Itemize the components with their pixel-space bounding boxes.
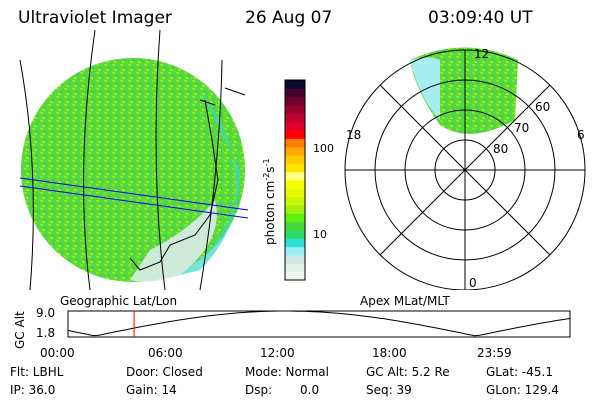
date-label: 26 Aug 07 — [245, 8, 333, 28]
instrument-title: Ultraviolet Imager — [18, 8, 172, 28]
glat-status: GLat: -45.1 — [486, 365, 553, 379]
xtick-0000: 00:00 — [40, 346, 75, 360]
timeline-ylabel: GC Alt — [13, 311, 27, 349]
apex-label: Apex MLat/MLT — [360, 294, 450, 308]
colorbar-swatch — [285, 271, 305, 281]
seq-status: Seq: 39 — [366, 383, 412, 397]
polar-label-0: 0 — [469, 276, 477, 290]
colorbar-swatch — [285, 88, 305, 98]
polar-label-12: 12 — [474, 47, 490, 61]
gain-status: Gain: 14 — [126, 383, 177, 397]
colorbar-swatch — [285, 188, 305, 198]
time-label: 03:09:40 UT — [428, 8, 533, 28]
xtick-0600: 06:00 — [148, 346, 183, 360]
timeline-ymin: 1.8 — [36, 326, 56, 340]
colorbar — [285, 80, 305, 281]
polar-label-18: 18 — [346, 128, 362, 142]
polar-ring-60: 60 — [535, 100, 551, 114]
colorbar-swatch — [285, 80, 305, 89]
dsp-value: 0.0 — [300, 383, 320, 397]
colorbar-swatch — [285, 180, 305, 189]
colorbar-swatch — [285, 138, 305, 148]
gc-alt-status: GC Alt: 5.2 Re — [366, 365, 450, 379]
xtick-1200: 12:00 — [260, 346, 295, 360]
colorbar-swatch — [285, 155, 305, 164]
xtick-1800: 18:00 — [372, 346, 407, 360]
polar-ring-80: 80 — [493, 142, 509, 156]
colorbar-swatch — [285, 96, 305, 106]
timeline-ymax: 9.0 — [36, 306, 56, 320]
colorbar-swatch — [285, 213, 305, 223]
colorbar-swatch — [285, 230, 305, 239]
colorbar-swatch — [285, 221, 305, 231]
colorbar-swatch — [285, 238, 305, 248]
mode-status: Mode: Normal — [245, 365, 329, 379]
colorbar-swatch — [285, 113, 305, 123]
colorbar-swatch — [285, 246, 305, 256]
colorbar-tick-10: 10 — [313, 228, 327, 241]
colorbar-swatch — [285, 255, 305, 264]
colorbar-swatch — [285, 105, 305, 114]
filter-status: Flt: LBHL — [10, 365, 64, 379]
geographic-image — [19, 29, 249, 291]
geographic-label: Geographic Lat/Lon — [60, 294, 178, 308]
dsp-label: Dsp: — [245, 383, 273, 397]
colorbar-swatch — [285, 196, 305, 206]
colorbar-swatch — [285, 171, 305, 181]
colorbar-swatch — [285, 130, 305, 139]
colorbar-tick-100: 100 — [313, 142, 334, 155]
glon-status: GLon: 129.4 — [486, 383, 559, 397]
colorbar-swatch — [285, 263, 305, 273]
door-status: Door: Closed — [126, 365, 203, 379]
colorbar-unit-label: photon cm-2s-1 — [262, 158, 277, 245]
polar-label-6: 6 — [577, 128, 585, 142]
polar-plot — [344, 47, 586, 290]
polar-ring-70: 70 — [514, 121, 530, 135]
xtick-2359: 23:59 — [477, 346, 512, 360]
colorbar-swatch — [285, 146, 305, 156]
colorbar-swatch — [285, 121, 305, 131]
colorbar-swatch — [285, 205, 305, 214]
ip-status: IP: 36.0 — [10, 383, 56, 397]
altitude-timeline[interactable] — [67, 310, 571, 338]
colorbar-swatch — [285, 163, 305, 173]
